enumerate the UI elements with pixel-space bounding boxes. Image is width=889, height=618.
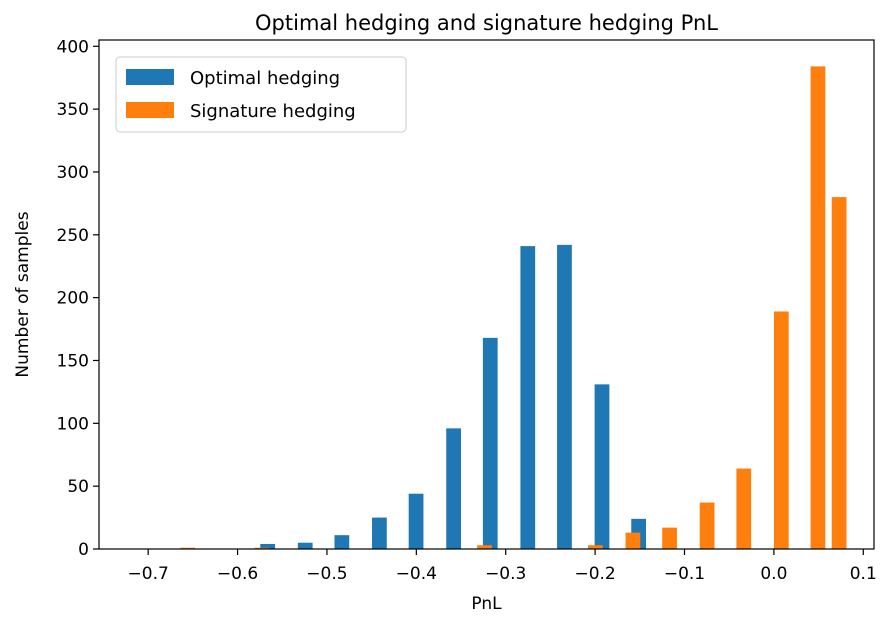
x-tick-label: −0.4 xyxy=(396,564,437,584)
legend-label-optimal: Optimal hedging xyxy=(190,68,340,89)
legend-box xyxy=(115,56,407,133)
signature-bar xyxy=(625,532,641,549)
signature-bar xyxy=(662,527,677,549)
signature-bar xyxy=(254,547,270,549)
x-tick-label: −0.3 xyxy=(485,564,526,584)
x-tick-label: −0.6 xyxy=(217,564,258,584)
y-tick-label: 150 xyxy=(57,351,89,371)
y-tick-label: 300 xyxy=(57,163,89,183)
chart-title: Optimal hedging and signature hedging Pn… xyxy=(255,11,718,35)
y-tick-label: 400 xyxy=(57,37,89,57)
x-tick-label: −0.7 xyxy=(128,564,169,584)
x-tick-label: 0.0 xyxy=(760,564,787,584)
signature-bar xyxy=(736,468,752,549)
optimal-bar xyxy=(446,428,461,549)
optimal-bar xyxy=(408,493,424,549)
optimal-bar xyxy=(260,543,276,549)
x-tick-label: −0.5 xyxy=(306,564,347,584)
y-ticks: 0 50 100 150 200 250 300 350 400 xyxy=(57,37,99,560)
optimal-bar xyxy=(334,535,350,549)
signature-bar xyxy=(831,197,847,549)
legend-swatch-signature xyxy=(126,102,174,118)
signature-bar xyxy=(180,547,196,549)
x-tick-label: −0.1 xyxy=(664,564,705,584)
signature-bar xyxy=(773,311,789,549)
y-axis-label: Number of samples xyxy=(13,211,33,377)
x-axis-label: PnL xyxy=(471,594,502,614)
legend-swatch-optimal xyxy=(126,69,174,85)
optimal-bar xyxy=(594,384,610,549)
y-tick-label: 0 xyxy=(78,540,89,560)
signature-bar xyxy=(477,545,492,549)
optimal-bar xyxy=(520,246,536,550)
optimal-bar xyxy=(297,542,313,549)
y-tick-label: 200 xyxy=(57,289,89,309)
legend-label-signature: Signature hedging xyxy=(190,101,356,122)
optimal-bar xyxy=(372,517,387,549)
optimal-bar xyxy=(557,244,572,550)
axes-frame xyxy=(98,39,875,550)
optimal-bar xyxy=(482,337,498,549)
y-tick-label: 350 xyxy=(57,100,89,120)
y-tick-label: 50 xyxy=(67,477,89,497)
signature-bar xyxy=(810,66,826,549)
x-ticks: −0.7 −0.6 −0.5 −0.4 −0.3 −0.2 −0.1 0.0 0.1 xyxy=(128,549,877,584)
x-tick-label: 0.1 xyxy=(850,564,877,584)
y-tick-label: 100 xyxy=(57,414,89,434)
bars-layer xyxy=(180,66,847,550)
legend: Optimal hedging Signature hedging xyxy=(115,56,407,133)
y-tick-label: 250 xyxy=(57,226,89,246)
x-tick-label: −0.2 xyxy=(574,564,615,584)
signature-bar xyxy=(588,545,603,549)
signature-bar xyxy=(699,502,715,549)
